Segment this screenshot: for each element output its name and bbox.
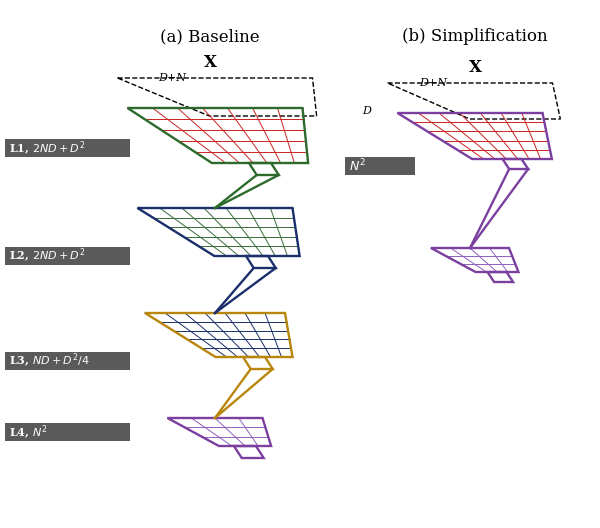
Text: L2, $2ND + D^2$: L2, $2ND + D^2$ <box>9 247 85 265</box>
Text: D+N: D+N <box>158 73 186 83</box>
Text: D: D <box>362 106 371 116</box>
Text: L1, $2ND+D^2$: L1, $2ND+D^2$ <box>9 139 85 157</box>
FancyBboxPatch shape <box>5 247 130 265</box>
FancyBboxPatch shape <box>5 352 130 370</box>
Text: L3, $ND + D^2/4$: L3, $ND + D^2/4$ <box>9 352 89 370</box>
Text: (b) Simplification: (b) Simplification <box>402 28 548 45</box>
Text: (a) Baseline: (a) Baseline <box>160 28 260 45</box>
Text: $N^2$: $N^2$ <box>349 157 366 174</box>
FancyBboxPatch shape <box>5 139 130 157</box>
Text: X: X <box>469 59 482 76</box>
Text: L4, $N^2$: L4, $N^2$ <box>9 423 47 441</box>
Text: D+N: D+N <box>419 78 447 88</box>
FancyBboxPatch shape <box>345 156 415 174</box>
FancyBboxPatch shape <box>5 423 130 441</box>
Text: X: X <box>203 54 217 71</box>
